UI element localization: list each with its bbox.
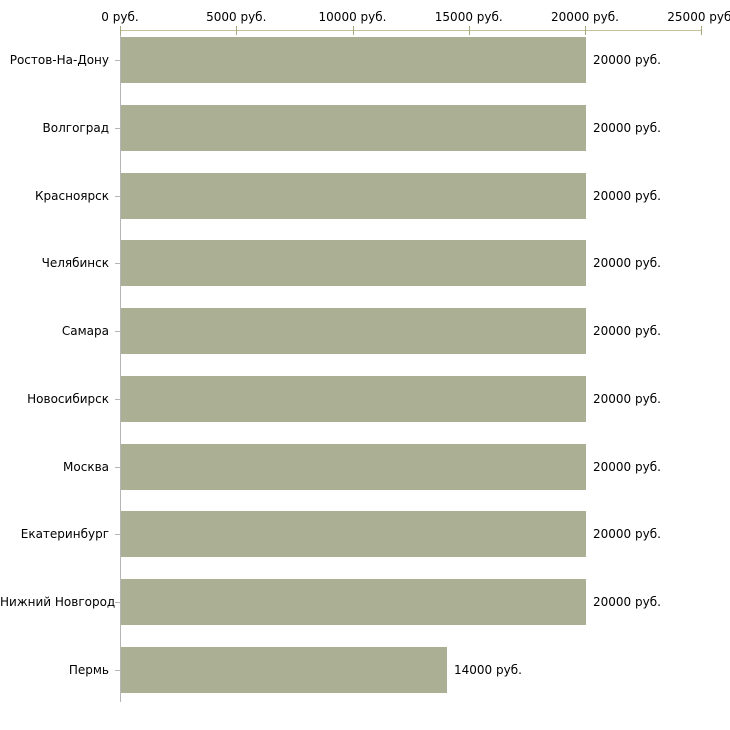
x-axis-tick-mark bbox=[701, 26, 703, 35]
x-axis-tick-label: 5000 руб. bbox=[206, 10, 267, 24]
x-axis-tick-label: 20000 руб. bbox=[551, 10, 619, 24]
bar bbox=[121, 308, 586, 354]
category-label: Самара bbox=[61, 324, 109, 339]
value-label: 20000 руб. bbox=[593, 53, 661, 67]
category-label: Ростов-На-Дону bbox=[9, 53, 109, 67]
category-tick-mark bbox=[115, 467, 120, 468]
value-label: 20000 руб. bbox=[593, 188, 661, 203]
value-label: 14000 руб. bbox=[454, 663, 522, 678]
category-label: Екатеринбург bbox=[20, 527, 109, 542]
value-label: 20000 руб. bbox=[593, 527, 661, 542]
x-axis-tick-label: 15000 руб. bbox=[434, 10, 503, 24]
category-tick-mark bbox=[115, 128, 120, 129]
value-label: 20000 руб. bbox=[593, 391, 661, 406]
x-axis-tick-label: 25000 руб. bbox=[667, 10, 730, 24]
category-tick-mark bbox=[115, 331, 120, 332]
x-axis-tick-mark bbox=[120, 26, 121, 35]
bar bbox=[121, 240, 586, 286]
category-tick-mark bbox=[115, 399, 120, 400]
bar bbox=[121, 579, 586, 625]
category-tick-mark bbox=[115, 263, 120, 264]
category-tick-mark bbox=[115, 196, 120, 197]
x-axis-tick-mark bbox=[352, 26, 354, 35]
category-tick-mark bbox=[115, 60, 120, 61]
category-label: Новосибирск bbox=[27, 391, 109, 406]
x-axis-tick-mark bbox=[468, 26, 470, 35]
value-label: 20000 руб. bbox=[593, 120, 661, 135]
category-tick-mark bbox=[115, 670, 120, 671]
category-label: Нижний Новгород bbox=[0, 595, 116, 610]
category-tick-mark bbox=[115, 602, 120, 603]
bar bbox=[121, 511, 586, 557]
bar bbox=[121, 37, 586, 83]
value-label: 20000 руб. bbox=[593, 459, 661, 474]
bar bbox=[121, 647, 447, 693]
bar bbox=[121, 444, 586, 490]
y-axis-line bbox=[120, 30, 121, 702]
category-label: Красноярск bbox=[35, 188, 109, 203]
category-label: Москва bbox=[63, 459, 109, 474]
x-axis-line bbox=[120, 30, 703, 31]
x-axis-tick-mark bbox=[585, 26, 586, 35]
x-axis-tick-label: 10000 руб. bbox=[318, 10, 387, 24]
x-axis-tick-label: 0 руб. bbox=[101, 10, 139, 24]
value-label: 20000 руб. bbox=[593, 324, 661, 339]
bar bbox=[121, 173, 586, 219]
category-label: Волгоград bbox=[42, 120, 109, 135]
category-tick-mark bbox=[115, 534, 120, 535]
category-label: Челябинск bbox=[41, 256, 109, 271]
x-axis-tick-mark bbox=[236, 26, 238, 35]
value-label: 20000 руб. bbox=[593, 595, 661, 610]
category-label: Пермь bbox=[68, 663, 109, 678]
bar bbox=[121, 105, 586, 151]
bar bbox=[121, 376, 586, 422]
value-label: 20000 руб. bbox=[593, 256, 661, 271]
